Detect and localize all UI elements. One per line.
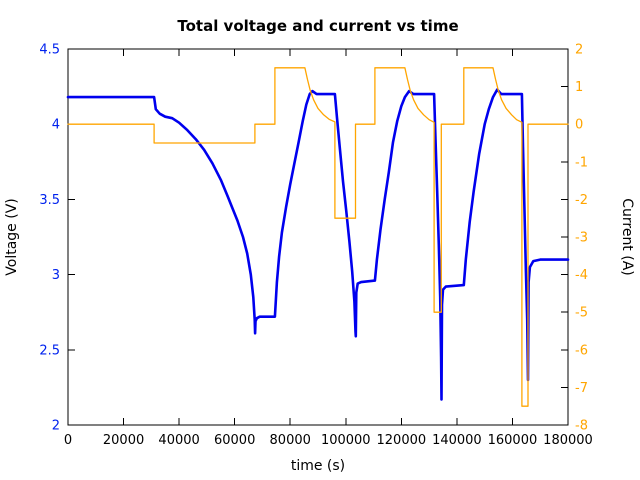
left-tick-label: 4 xyxy=(52,118,60,133)
left-tick-label: 2.5 xyxy=(39,343,60,358)
x-tick-label: 0 xyxy=(64,433,72,448)
x-tick-label: 20000 xyxy=(103,433,144,448)
x-tick-label: 120000 xyxy=(377,433,427,448)
right-tick-label: -6 xyxy=(575,343,588,358)
plot-frame xyxy=(67,48,569,426)
x-tick-label: 60000 xyxy=(214,433,255,448)
left-tick-label: 2 xyxy=(52,419,60,434)
x-tick-label: 180000 xyxy=(543,433,593,448)
chart-title: Total voltage and current vs time xyxy=(177,17,458,35)
right-tick-label: 1 xyxy=(575,80,583,95)
current-line xyxy=(67,67,569,407)
right-tick-label: 0 xyxy=(575,118,583,133)
x-tick-label: 100000 xyxy=(321,433,371,448)
right-tick-label: -7 xyxy=(575,381,588,396)
x-axis-label: time (s) xyxy=(291,458,345,474)
left-tick-label: 3 xyxy=(52,268,60,283)
x-tick-label: 80000 xyxy=(270,433,311,448)
right-tick-label: -8 xyxy=(575,419,588,434)
x-tick-label: 140000 xyxy=(432,433,482,448)
x-tick-label: 40000 xyxy=(158,433,199,448)
right-tick-label: -5 xyxy=(575,306,588,321)
left-axis-label: Voltage (V) xyxy=(4,198,20,275)
right-tick-label: 2 xyxy=(575,43,583,58)
left-tick-label: 4.5 xyxy=(39,43,60,58)
right-tick-label: -3 xyxy=(575,231,588,246)
right-tick-label: -2 xyxy=(575,193,588,208)
right-tick-label: -1 xyxy=(575,155,588,170)
left-tick-label: 3.5 xyxy=(39,193,60,208)
x-tick-label: 160000 xyxy=(488,433,538,448)
plot-area: 0 20000 40000 60000 80000 100000 120000 140000 1… xyxy=(39,43,593,449)
right-axis-label: Current (A) xyxy=(619,198,635,276)
right-tick-label: -4 xyxy=(575,268,588,283)
voltage-line xyxy=(66,88,570,401)
